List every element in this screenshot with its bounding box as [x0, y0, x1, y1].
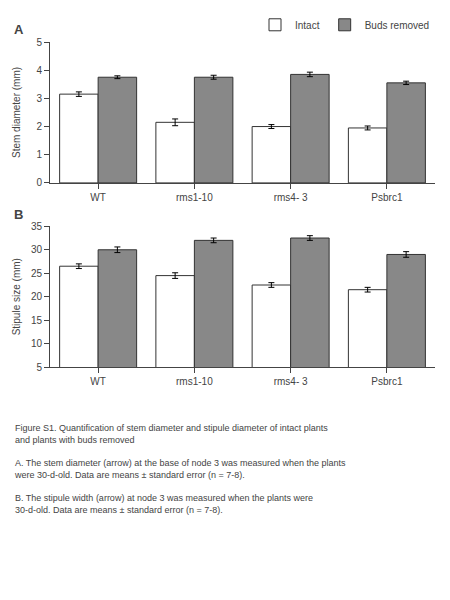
svg-text:20: 20 [31, 291, 43, 302]
svg-text:1: 1 [36, 149, 42, 160]
svg-text:Psbrc1: Psbrc1 [371, 192, 403, 203]
svg-text:4: 4 [36, 65, 42, 76]
svg-text:15: 15 [31, 315, 43, 326]
svg-text:3: 3 [36, 93, 42, 104]
svg-text:WT: WT [90, 376, 106, 387]
svg-text:Stipule size (mm): Stipule size (mm) [11, 258, 22, 335]
svg-text:30: 30 [31, 244, 43, 255]
svg-text:rms1-10: rms1-10 [176, 192, 213, 203]
svg-text:10: 10 [31, 338, 43, 349]
svg-text:Figure S1. Quantification of s: Figure S1. Quantification of stem diamet… [14, 423, 346, 515]
svg-text:5: 5 [36, 362, 42, 373]
svg-text:0: 0 [36, 177, 42, 188]
svg-text:5: 5 [36, 37, 42, 48]
svg-text:Buds removed: Buds removed [365, 20, 429, 31]
svg-text:Stem diameter (mm): Stem diameter (mm) [11, 67, 22, 158]
svg-text:35: 35 [31, 221, 43, 232]
svg-text:25: 25 [31, 268, 43, 279]
svg-text:Psbrc1: Psbrc1 [371, 376, 403, 387]
svg-text:A: A [14, 22, 24, 37]
svg-text:rms4- 3: rms4- 3 [274, 192, 308, 203]
svg-text:WT: WT [90, 192, 106, 203]
svg-text:rms1-10: rms1-10 [176, 376, 213, 387]
svg-text:2: 2 [36, 121, 42, 132]
svg-text:rms4- 3: rms4- 3 [274, 376, 308, 387]
svg-text:B: B [14, 207, 23, 222]
svg-text:Intact: Intact [295, 20, 320, 31]
